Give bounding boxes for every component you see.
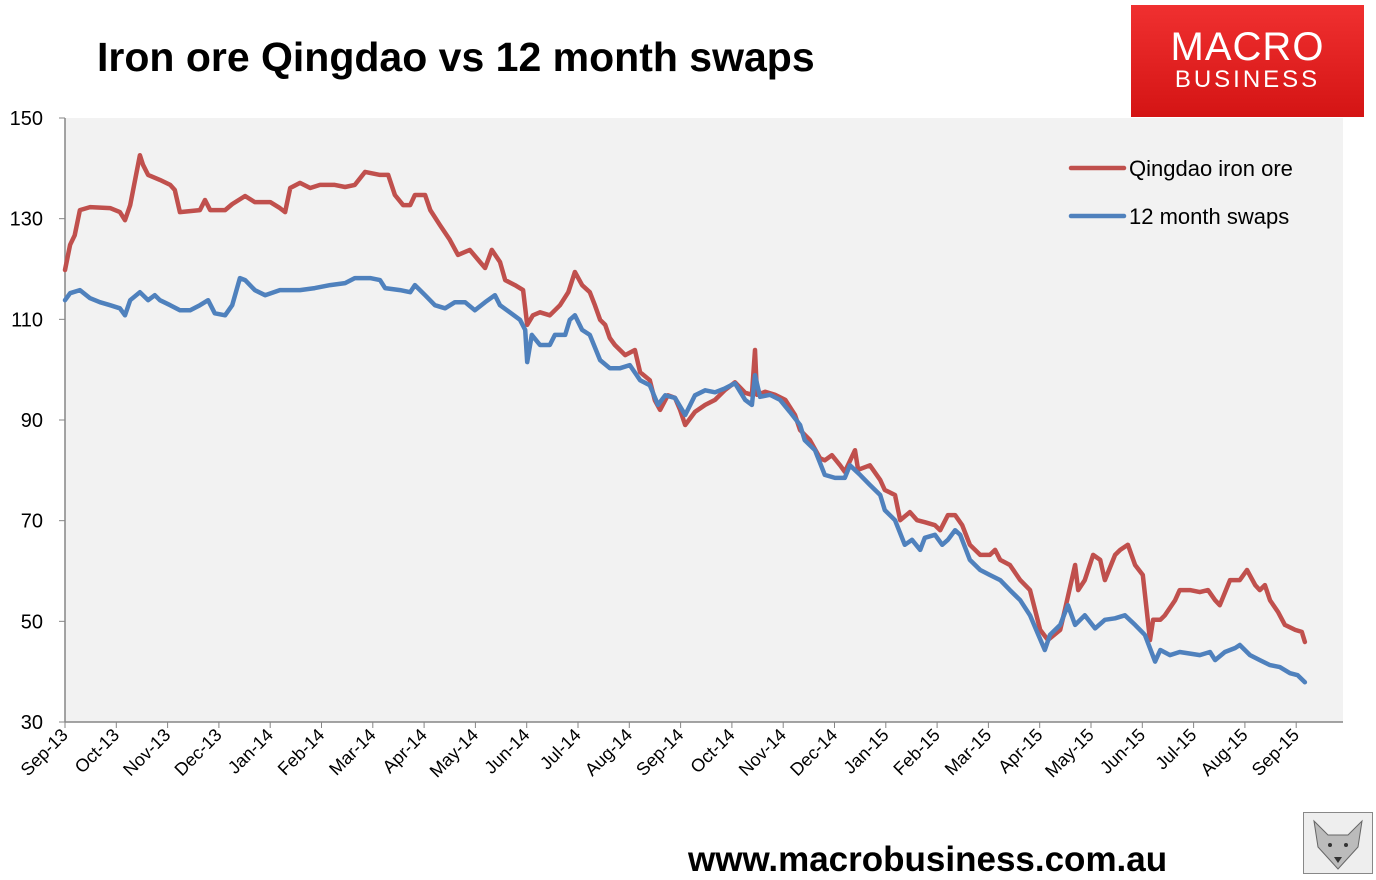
chart-title: Iron ore Qingdao vs 12 month swaps bbox=[97, 34, 815, 80]
x-tick-label: Sep-15 bbox=[1248, 725, 1303, 780]
y-tick-label: 110 bbox=[11, 309, 43, 331]
y-tick-label: 50 bbox=[21, 611, 43, 633]
x-tick-label: Feb-15 bbox=[889, 725, 943, 779]
y-tick-label: 150 bbox=[10, 108, 43, 130]
x-tick-label: Apr-15 bbox=[994, 725, 1046, 777]
x-tick-label: Aug-15 bbox=[1197, 725, 1252, 780]
x-tick-label: Mar-14 bbox=[325, 725, 379, 779]
series-lines bbox=[62, 152, 1308, 685]
x-tick-label: Jun-14 bbox=[480, 725, 533, 778]
legend: Qingdao iron ore 12 month swaps bbox=[1068, 156, 1293, 229]
fox-mascot-image bbox=[1303, 812, 1373, 874]
x-tick-label: May-15 bbox=[1041, 725, 1098, 782]
series-line-qingdao bbox=[62, 152, 1308, 645]
logo-line-2: BUSINESS bbox=[1174, 66, 1321, 93]
y-tick-label: 30 bbox=[21, 712, 43, 734]
x-tick-label: May-14 bbox=[426, 725, 483, 782]
x-tick-label: Mar-15 bbox=[941, 725, 995, 779]
x-tick-label: Aug-14 bbox=[581, 725, 636, 780]
x-tick-label: Oct-13 bbox=[71, 725, 123, 777]
x-tick-label: Sep-14 bbox=[632, 725, 687, 780]
series-line-swaps bbox=[62, 275, 1308, 685]
y-tick-label: 130 bbox=[10, 209, 43, 231]
x-tick-label: Feb-14 bbox=[274, 725, 328, 779]
legend-label: 12 month swaps bbox=[1129, 204, 1289, 229]
x-tick-label: Dec-14 bbox=[786, 725, 841, 780]
x-tick-label: Oct-14 bbox=[686, 725, 738, 777]
logo-line-1: MACRO bbox=[1170, 25, 1325, 69]
x-axis: Sep-13Oct-13Nov-13Dec-13Jan-14Feb-14Mar-… bbox=[17, 721, 1343, 782]
y-tick-label: 90 bbox=[21, 410, 43, 432]
y-axis: 30 50 70 90 110 130 150 bbox=[10, 108, 66, 734]
fox-icon bbox=[1313, 819, 1363, 870]
x-tick-label: Jan-14 bbox=[224, 725, 277, 778]
x-tick-label: Nov-14 bbox=[735, 725, 790, 780]
x-tick-label: Apr-14 bbox=[379, 725, 431, 777]
x-tick-label: Jul-15 bbox=[1152, 725, 1201, 774]
x-tick-label: Jan-15 bbox=[840, 725, 893, 778]
website-url: www.macrobusiness.com.au bbox=[688, 840, 1168, 879]
x-tick-label: Nov-13 bbox=[119, 725, 174, 780]
macrobusiness-logo: MACRO BUSINESS bbox=[1131, 5, 1364, 117]
x-tick-label: Jul-14 bbox=[536, 725, 585, 774]
x-tick-label: Jun-15 bbox=[1096, 725, 1149, 778]
legend-label: Qingdao iron ore bbox=[1129, 156, 1293, 181]
y-tick-label: 70 bbox=[21, 511, 43, 533]
x-tick-label: Dec-13 bbox=[171, 725, 226, 780]
